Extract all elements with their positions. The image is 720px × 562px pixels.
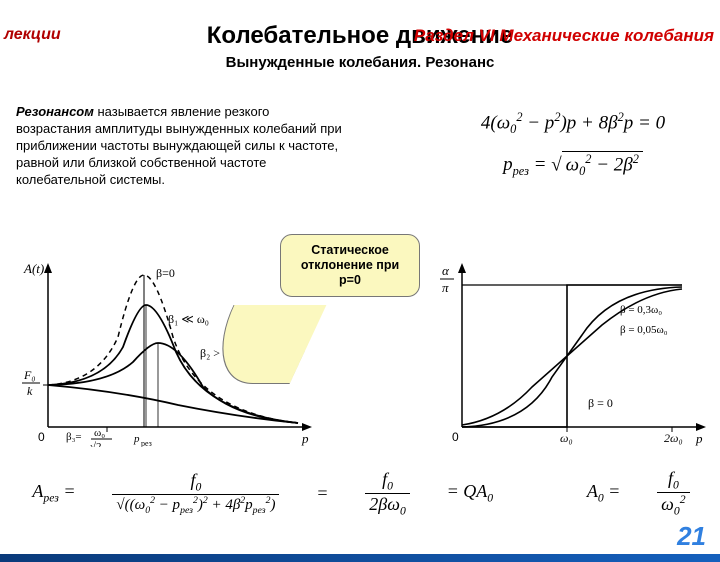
callout-box: Статическое отклонение при p=0 (280, 234, 420, 297)
svg-text:β=0: β=0 (156, 266, 175, 280)
svg-text:рез: рез (141, 439, 152, 447)
header-right-text: Раздел VI Механические колебания (414, 26, 714, 45)
header-right: Раздел VI Механические колебания (414, 26, 714, 46)
bottom-bar (0, 554, 720, 562)
definition-term: Резонансом (16, 104, 94, 119)
callout-line2: отклонение (301, 258, 373, 272)
svg-text:β = 0,05ω₀: β = 0,05ω₀ (620, 324, 668, 336)
svg-text:π: π (442, 280, 449, 295)
equations-block: 4(ω02 − p2)p + 8β2p = 0 pрез = √ω02 − 2β… (448, 110, 698, 179)
svg-text:β₁ ≪ ω₀: β₁ ≪ ω₀ (168, 312, 209, 326)
bottom-equation: Aрез = f0 √((ω02 − pрез2)2 + 4β2pрез2) =… (14, 460, 708, 526)
svg-text:A(t): A(t) (23, 261, 44, 276)
svg-text:ω₀: ω₀ (560, 431, 573, 445)
page-subtitle: Вынужденные колебания. Резонанс (0, 54, 720, 71)
phase-chart: α π p 0 ω₀ 2ω₀ β = 0,3ω₀ β = 0,05ω₀ β = … (432, 257, 712, 447)
svg-text:ω₀: ω₀ (94, 427, 105, 439)
callout-line4: p=0 (339, 273, 361, 287)
svg-text:2ω₀: 2ω₀ (664, 431, 683, 445)
svg-text:0: 0 (38, 430, 45, 444)
svg-text:β = 0,3ω₀: β = 0,3ω₀ (620, 304, 662, 316)
svg-text:0: 0 (452, 430, 459, 444)
svg-text:√2: √2 (90, 441, 102, 447)
svg-text:p: p (695, 431, 703, 446)
equation-1: 4(ω02 − p2)p + 8β2p = 0 (448, 110, 698, 137)
callout-line1: Статическое (311, 243, 389, 257)
svg-text:p: p (133, 433, 140, 445)
svg-text:F₀: F₀ (23, 368, 36, 382)
equation-2: pрез = √ω02 − 2β2 (448, 151, 698, 179)
definition-block: Резонансом называется явление резкого во… (16, 104, 346, 188)
svg-text:β₃=: β₃= (66, 431, 82, 443)
svg-text:α: α (442, 263, 450, 278)
page-number: 21 (677, 521, 706, 552)
callout-line3: при (376, 258, 399, 272)
svg-text:β = 0: β = 0 (588, 396, 613, 410)
svg-text:p: p (301, 431, 309, 446)
header-left: лекции (4, 26, 61, 44)
svg-text:k: k (27, 384, 33, 398)
